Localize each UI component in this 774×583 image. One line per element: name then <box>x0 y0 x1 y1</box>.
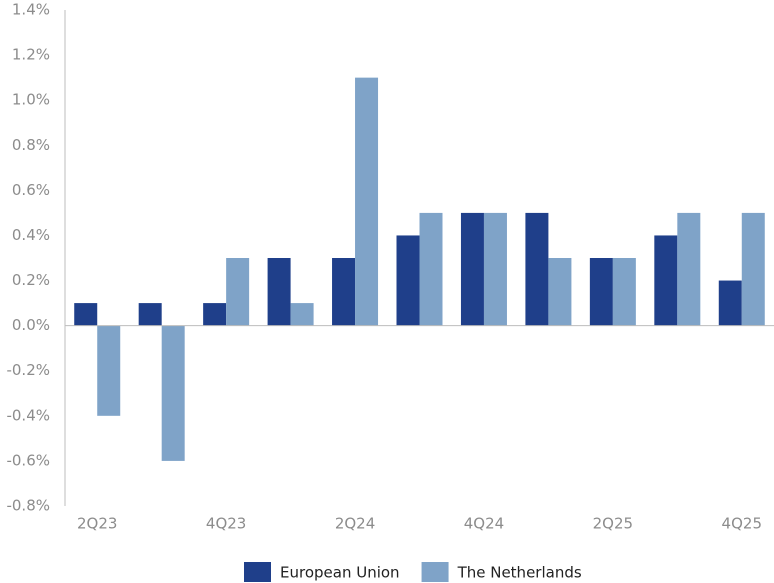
y-tick-label: -0.2% <box>6 361 50 379</box>
bar <box>396 235 420 326</box>
bar <box>525 212 549 326</box>
legend-label: European Union <box>280 564 400 582</box>
y-tick-label: -0.6% <box>6 451 50 469</box>
bar <box>226 258 250 326</box>
bar <box>612 258 636 326</box>
y-tick-label: 1.2% <box>12 46 50 64</box>
y-tick-label: -0.4% <box>6 406 50 424</box>
x-tick-label: 4Q23 <box>206 515 246 533</box>
x-tick-label: 2Q24 <box>335 515 375 533</box>
bar <box>548 258 572 326</box>
bar <box>654 235 678 326</box>
bar <box>718 280 742 326</box>
y-tick-label: 0.8% <box>12 136 50 154</box>
bar <box>355 77 379 326</box>
bar <box>483 212 507 326</box>
legend-swatch <box>244 562 271 582</box>
x-tick-label: 2Q23 <box>77 515 117 533</box>
bar <box>74 303 98 326</box>
bar <box>677 212 701 326</box>
bar <box>138 303 162 326</box>
x-tick-label: 4Q25 <box>722 515 762 533</box>
bar <box>161 325 185 461</box>
y-tick-label: 0.2% <box>12 271 50 289</box>
bar <box>203 303 227 326</box>
bar <box>290 303 314 326</box>
legend-label: The Netherlands <box>457 564 582 582</box>
legend-swatch <box>421 562 449 582</box>
bar <box>419 212 443 326</box>
bar <box>589 258 613 326</box>
bar <box>332 258 356 326</box>
x-tick-label: 4Q24 <box>464 515 504 533</box>
bar <box>97 325 121 416</box>
y-tick-label: 1.4% <box>12 1 50 19</box>
y-tick-label: 1.0% <box>12 91 50 109</box>
legend: European Union The Netherlands <box>244 562 582 582</box>
y-tick-label: 0.4% <box>12 226 50 244</box>
x-tick-label: 2Q25 <box>593 515 633 533</box>
bar <box>267 258 291 326</box>
y-tick-label: 0.6% <box>12 181 50 199</box>
y-tick-label: -0.8% <box>6 497 50 515</box>
bar <box>741 212 765 326</box>
bar <box>460 212 484 326</box>
y-tick-label: 0.0% <box>12 316 50 334</box>
